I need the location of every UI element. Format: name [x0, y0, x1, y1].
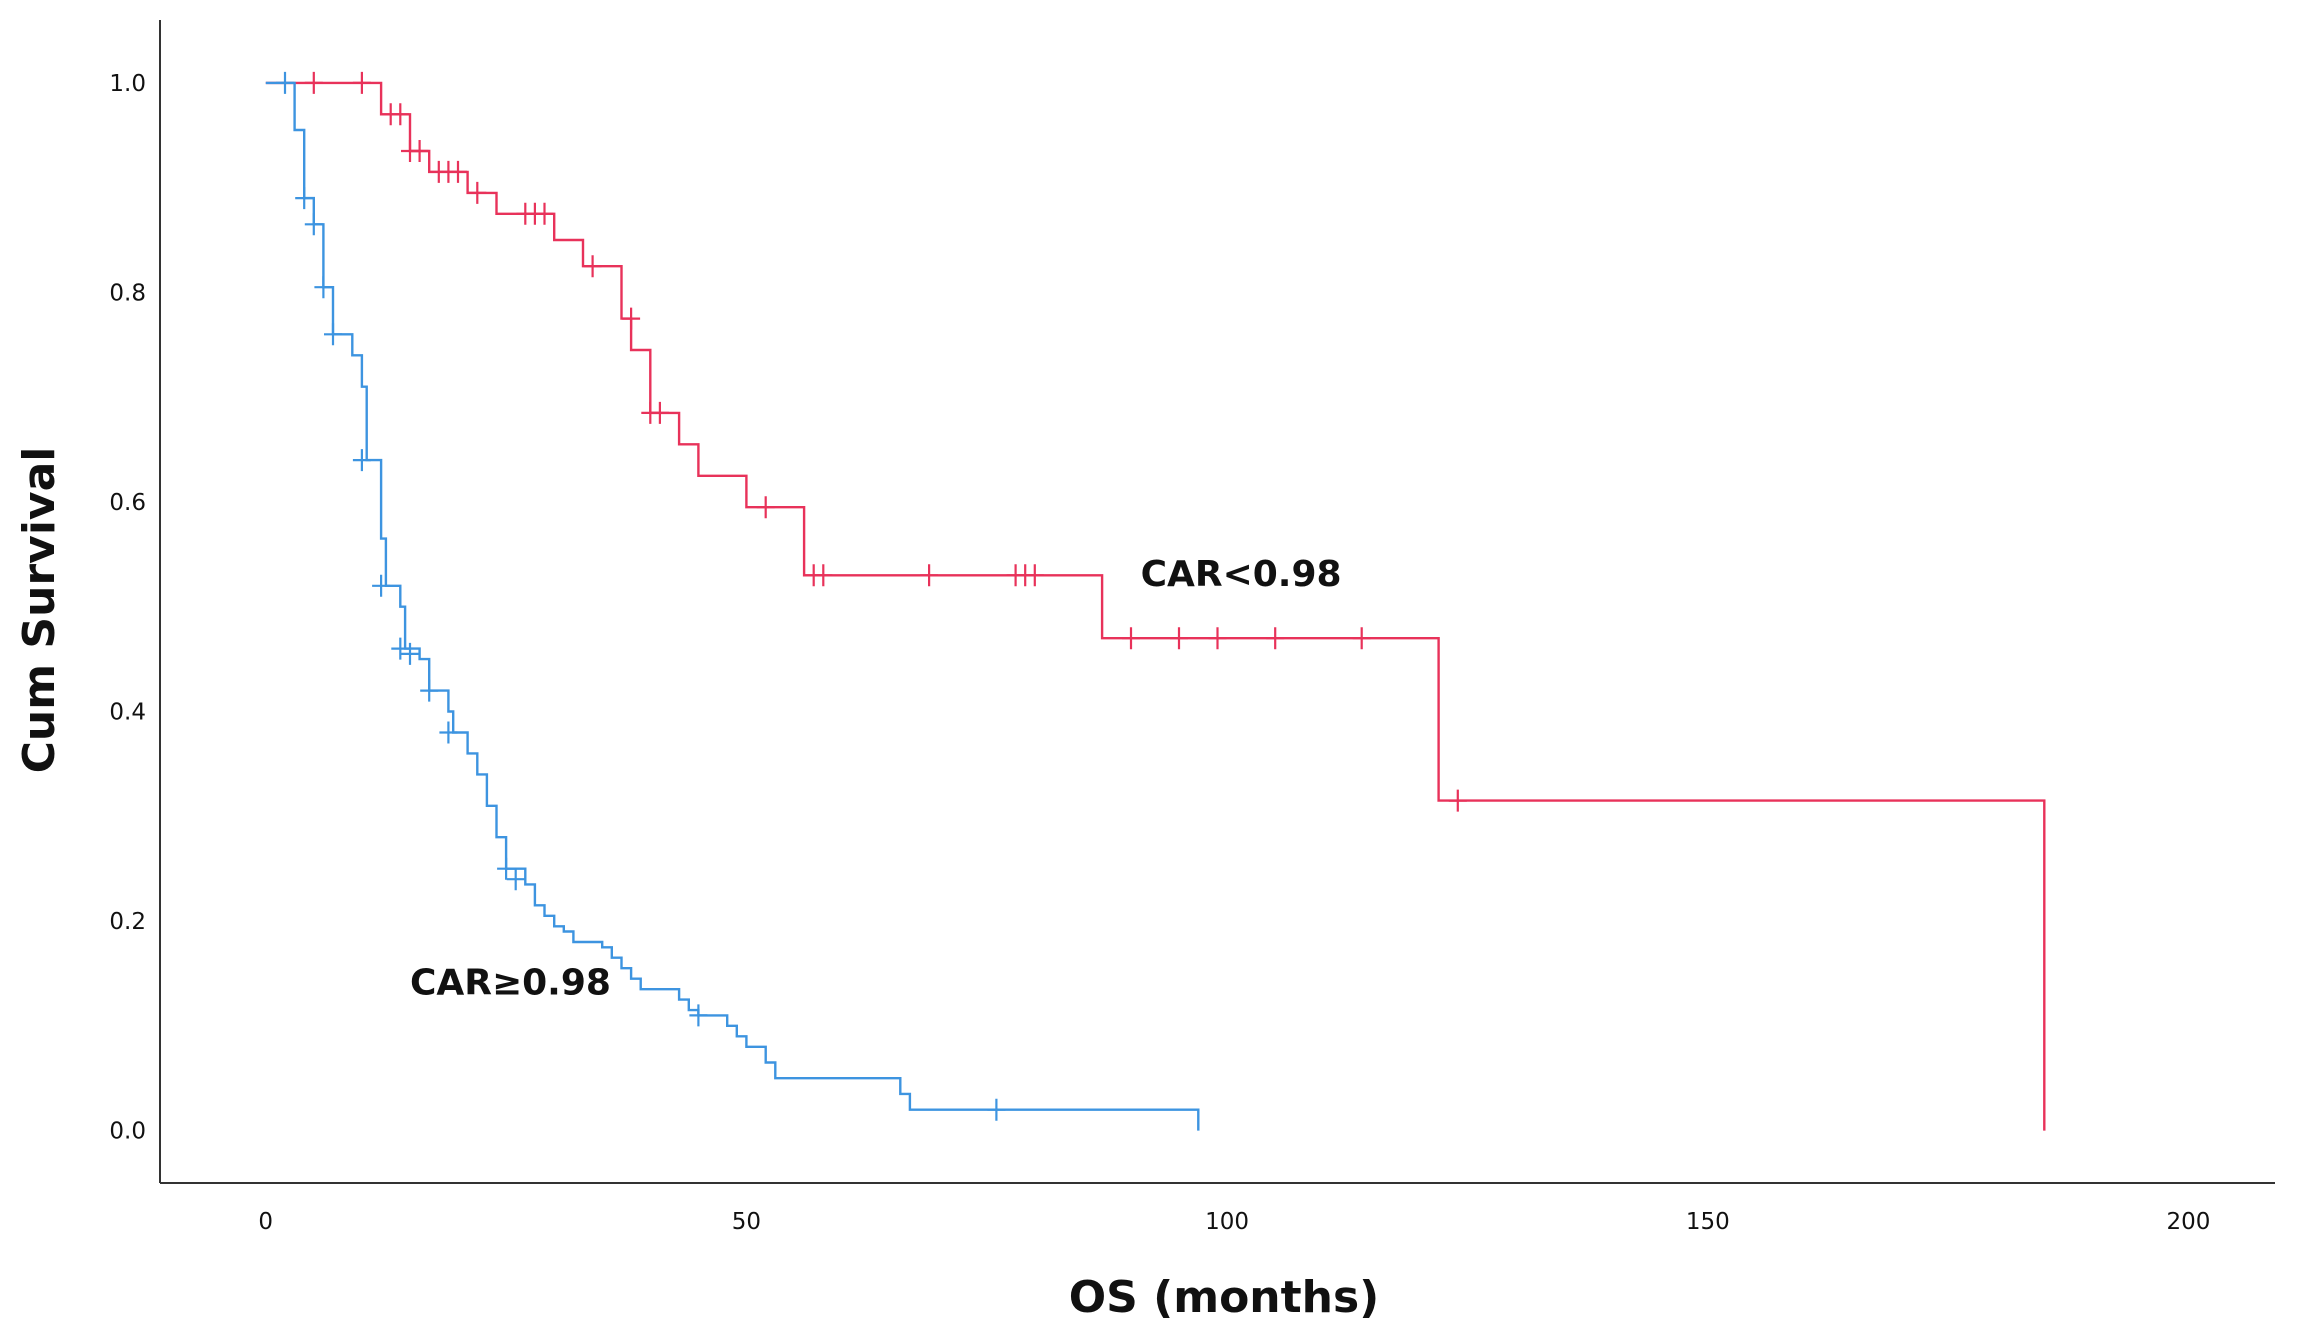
censor-mark	[1352, 627, 1371, 650]
censor-mark	[920, 564, 939, 587]
censor-mark	[304, 213, 323, 236]
y-tick-label: 0.4	[109, 700, 146, 726]
censor-mark	[497, 857, 516, 880]
axes	[159, 20, 2275, 1184]
series-layer: CAR<0.98 CAR≥0.98	[265, 71, 2046, 1131]
censor-mark	[814, 564, 833, 587]
censor-mark	[295, 187, 314, 210]
censor-mark	[1122, 627, 1140, 650]
x-tick-label: 200	[2167, 1209, 2211, 1235]
y-tick-label: 0.0	[109, 1119, 146, 1145]
censor-mark	[650, 401, 669, 424]
censor-mark	[756, 496, 775, 519]
censor-mark	[401, 642, 419, 665]
censor-mark	[391, 103, 410, 126]
censor-mark	[622, 307, 641, 330]
censor-mark	[314, 276, 333, 299]
censor-mark	[1208, 627, 1227, 650]
censor-mark	[352, 449, 371, 472]
y-tick-label: 0.8	[109, 280, 146, 306]
censor-mark	[449, 160, 467, 183]
censor-mark	[468, 181, 487, 204]
censor-mark	[420, 679, 439, 702]
censor-mark	[583, 255, 602, 278]
censor-mark	[1170, 627, 1188, 650]
x-tick-label: 0	[258, 1209, 273, 1235]
y-tick-label: 0.6	[109, 490, 146, 516]
curve-label: CAR<0.98	[1141, 554, 1342, 595]
y-ticks: 0.0 0.2 0.4 0.6 0.8 1.0	[109, 71, 146, 1145]
censor-mark	[1266, 627, 1285, 650]
censor-mark	[324, 323, 342, 346]
x-tick-label: 100	[1205, 1209, 1249, 1235]
y-tick-label: 1.0	[109, 71, 146, 97]
censor-mark	[304, 71, 323, 94]
y-axis-title: Cum Survival	[14, 447, 65, 774]
censor-mark	[1025, 564, 1044, 587]
censor-mark	[410, 140, 429, 162]
survival-curve-line	[265, 81, 1200, 1131]
x-tick-label: 150	[1686, 1209, 1730, 1235]
censor-mark	[391, 637, 410, 660]
censor-mark	[689, 1004, 708, 1027]
x-axis-title: OS (months)	[1069, 1272, 1380, 1323]
x-tick-label: 50	[732, 1209, 761, 1235]
series-car-high: CAR≥0.98	[265, 71, 1200, 1131]
censor-mark	[506, 868, 525, 891]
y-tick-label: 0.2	[109, 909, 146, 935]
censor-mark	[1448, 789, 1467, 812]
censor-mark	[535, 202, 554, 225]
censor-mark	[439, 721, 458, 744]
censor-mark	[352, 71, 371, 94]
series-car-low: CAR<0.98	[265, 71, 2046, 1131]
curve-label: CAR≥0.98	[410, 962, 611, 1003]
censor-mark	[987, 1098, 1006, 1121]
x-ticks: 0 50 100 150 200	[258, 1209, 2210, 1235]
censor-mark	[372, 574, 391, 597]
censor-mark	[276, 71, 294, 94]
